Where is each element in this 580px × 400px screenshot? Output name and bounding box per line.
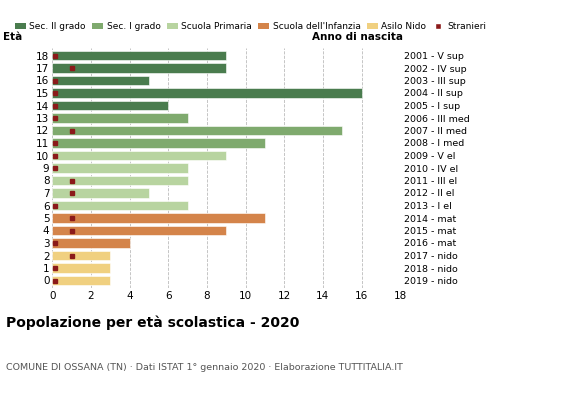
Bar <box>52 276 110 285</box>
Bar <box>52 126 342 135</box>
Text: COMUNE DI OSSANA (TN) · Dati ISTAT 1° gennaio 2020 · Elaborazione TUTTITALIA.IT: COMUNE DI OSSANA (TN) · Dati ISTAT 1° ge… <box>6 363 403 372</box>
Bar <box>52 213 265 223</box>
Bar <box>52 76 149 85</box>
Legend: Sec. II grado, Sec. I grado, Scuola Primaria, Scuola dell'Infanzia, Asilo Nido, : Sec. II grado, Sec. I grado, Scuola Prim… <box>15 22 486 32</box>
Bar <box>52 176 187 185</box>
Bar <box>52 201 187 210</box>
Bar <box>52 263 110 273</box>
Bar <box>52 51 226 60</box>
Bar <box>52 238 129 248</box>
Bar <box>52 226 226 235</box>
Text: Anno di nascita: Anno di nascita <box>312 32 403 42</box>
Text: Età: Età <box>3 32 22 42</box>
Bar <box>52 138 265 148</box>
Text: Popolazione per età scolastica - 2020: Popolazione per età scolastica - 2020 <box>6 316 299 330</box>
Bar <box>52 163 187 173</box>
Bar <box>52 101 168 110</box>
Bar <box>52 188 149 198</box>
Bar <box>52 88 361 98</box>
Bar <box>52 251 110 260</box>
Bar <box>52 113 187 123</box>
Bar <box>52 151 226 160</box>
Bar <box>52 63 226 73</box>
